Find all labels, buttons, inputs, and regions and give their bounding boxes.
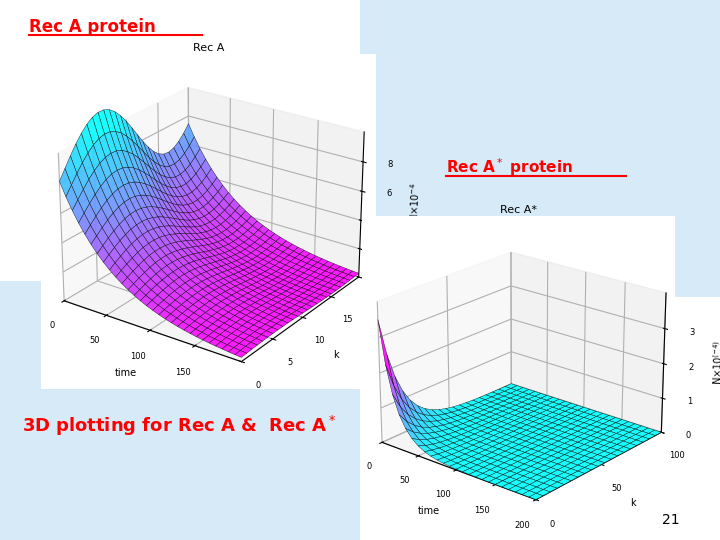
Title: Rec A: Rec A (193, 43, 225, 53)
Y-axis label: k: k (333, 350, 338, 360)
X-axis label: time: time (418, 506, 440, 516)
X-axis label: time: time (114, 368, 137, 379)
Y-axis label: k: k (630, 498, 636, 508)
Text: 3D plotting for Rec A &  Rec A$^*$: 3D plotting for Rec A & Rec A$^*$ (22, 414, 336, 438)
Text: Rec A protein: Rec A protein (29, 18, 156, 36)
Text: 21: 21 (662, 513, 680, 527)
Title: Rec A*: Rec A* (500, 205, 537, 215)
Text: Rec A$^*$ protein: Rec A$^*$ protein (446, 156, 573, 178)
